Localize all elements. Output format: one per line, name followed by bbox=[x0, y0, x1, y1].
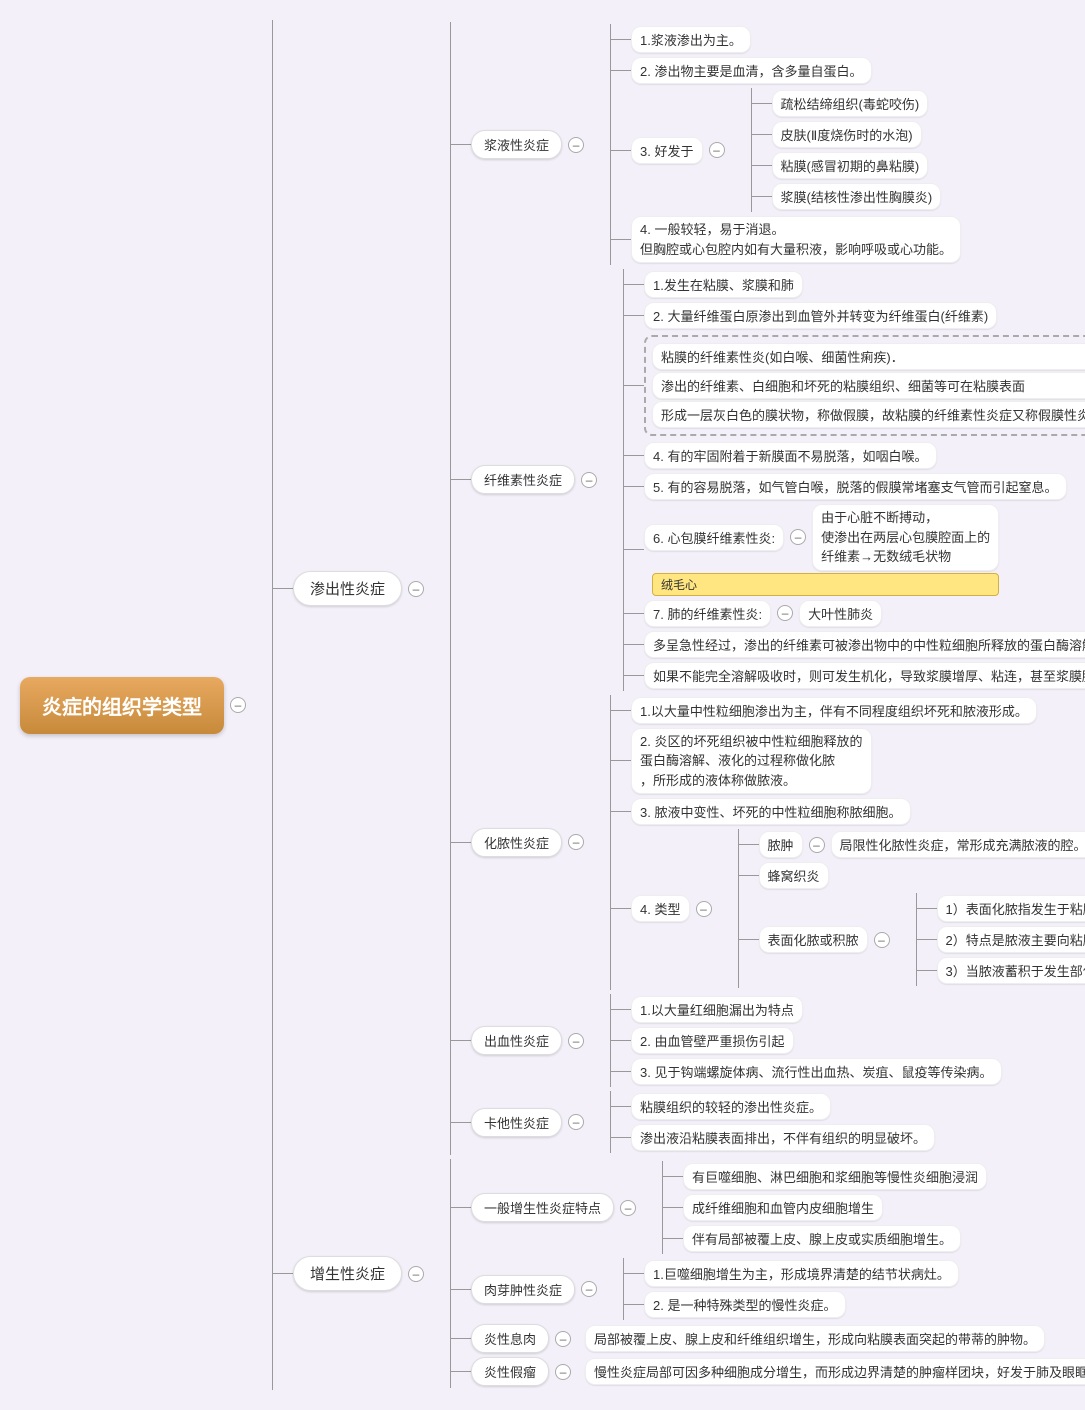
leaf: 局部被覆上皮、腺上皮和纤维组织增生，形成向粘膜表面突起的带蒂的肿物。 bbox=[585, 1325, 1045, 1352]
leaf: 2. 大量纤维蛋白原渗出到血管外并转变为纤维蛋白(纤维素) bbox=[644, 302, 997, 329]
node-polyp[interactable]: 炎性息肉 bbox=[471, 1324, 549, 1353]
leaf: 2. 炎区的坏死组织被中性粒细胞释放的 蛋白酶溶解、液化的过程称做化脓 ，所形成… bbox=[631, 728, 871, 795]
leaf: 皮肤(Ⅱ度烧伤时的水泡) bbox=[772, 121, 922, 148]
toggle-icon[interactable]: – bbox=[709, 142, 725, 158]
node-general[interactable]: 一般增生性炎症特点 bbox=[471, 1193, 614, 1222]
leaf: 3. 见于钩端螺旋体病、流行性出血热、炭疽、鼠疫等传染病。 bbox=[631, 1058, 1001, 1085]
toggle-icon[interactable]: – bbox=[568, 834, 584, 850]
node-proliferative[interactable]: 增生性炎症 bbox=[293, 1256, 402, 1291]
branch-catarrhal: 卡他性炎症 – 粘膜组织的较轻的渗出性炎症。 渗出液沿粘膜表面排出，不伴有组织的… bbox=[451, 1089, 1085, 1155]
toggle-icon[interactable]: – bbox=[874, 932, 890, 948]
toggle-icon[interactable]: – bbox=[790, 529, 806, 545]
fibrinous-children: 1.发生在粘膜、浆膜和肺 2. 大量纤维蛋白原渗出到血管外并转变为纤维蛋白(纤维… bbox=[623, 269, 1085, 691]
toggle-icon[interactable]: – bbox=[581, 472, 597, 488]
leaf: 7. 肺的纤维素性炎: bbox=[644, 600, 771, 627]
toggle-icon[interactable]: – bbox=[555, 1331, 571, 1347]
branch-proliferative: 增生性炎症 – 一般增生性炎症特点 – 有巨噬细胞、淋巴细胞和浆细胞等慢性炎细胞… bbox=[273, 1157, 1085, 1390]
leaf: 1）表面化脓指发生于粘膜或浆膜表面的化脓性炎症。 bbox=[937, 895, 1085, 922]
leaf: 5. 有的容易脱落，如气管白喉，脱落的假膜常堵塞支气管而引起窒息。 bbox=[644, 473, 1066, 500]
toggle-icon[interactable]: – bbox=[809, 837, 825, 853]
toggle-icon[interactable]: – bbox=[568, 137, 584, 153]
leaf: 大叶性肺炎 bbox=[799, 600, 882, 627]
highlight-label: 绒毛心 bbox=[652, 573, 999, 596]
leaf: 3）当脓液蓄积于发生部位的腔道或浆膜腔内时，称作积脓 bbox=[937, 957, 1085, 984]
proliferative-children: 一般增生性炎症特点 – 有巨噬细胞、淋巴细胞和浆细胞等慢性炎细胞浸润 成纤维细胞… bbox=[450, 1159, 1085, 1388]
node-serous[interactable]: 浆液性炎症 bbox=[471, 130, 562, 159]
leaf: 形成一层灰白色的膜状物，称做假膜，故粘膜的纤维素性炎症又称假膜性炎。 bbox=[652, 401, 1085, 428]
toggle-icon[interactable]: – bbox=[581, 1281, 597, 1297]
node-catarrhal[interactable]: 卡他性炎症 bbox=[471, 1108, 562, 1137]
leaf: 2）特点是脓液主要向粘膜或浆膜表面渗出。 bbox=[937, 926, 1085, 953]
level1-children: 渗出性炎症 – 浆液性炎症 – 1.浆液渗出为主。 2. 渗出物主要是血清，含多… bbox=[272, 20, 1085, 1390]
leaf: 有巨噬细胞、淋巴细胞和浆细胞等慢性炎细胞浸润 bbox=[683, 1163, 987, 1190]
exudative-children: 浆液性炎症 – 1.浆液渗出为主。 2. 渗出物主要是血清，含多量自蛋白。 3.… bbox=[450, 22, 1085, 1155]
leaf: 1.巨噬细胞增生为主，形成境界清楚的结节状病灶。 bbox=[644, 1260, 959, 1287]
leaf: 1.以大量红细胞漏出为特点 bbox=[631, 996, 803, 1023]
leaf: 粘膜的纤维素性炎(如白喉、细菌性痢疾)． bbox=[652, 343, 1085, 370]
leaf: 表面化脓或积脓 bbox=[759, 926, 868, 953]
branch-exudative: 渗出性炎症 – 浆液性炎症 – 1.浆液渗出为主。 2. 渗出物主要是血清，含多… bbox=[273, 20, 1085, 1157]
toggle-icon[interactable]: – bbox=[408, 581, 424, 597]
leaf: 4. 类型 bbox=[631, 895, 689, 922]
leaf: 粘膜(感冒初期的鼻粘膜) bbox=[772, 152, 929, 179]
leaf: 伴有局部被覆上皮、腺上皮或实质细胞增生。 bbox=[683, 1225, 961, 1252]
leaf: 疏松结缔组织(毒蛇咬伤) bbox=[772, 90, 929, 117]
root-node[interactable]: 炎症的组织学类型 bbox=[20, 677, 224, 734]
leaf: 4. 有的牢固附着于新膜面不易脱落，如咽白喉。 bbox=[644, 442, 936, 469]
mindmap-root-container: 炎症的组织学类型 – 渗出性炎症 – 浆液性炎症 – 1.浆液渗出为主。 2. … bbox=[20, 20, 1065, 1390]
node-granuloma[interactable]: 肉芽肿性炎症 bbox=[471, 1275, 575, 1304]
toggle-icon[interactable]: – bbox=[620, 1200, 636, 1216]
highlight-box: 粘膜的纤维素性炎(如白喉、细菌性痢疾)． 渗出的纤维素、白细胞和坏死的粘膜组织、… bbox=[644, 335, 1085, 436]
leaf: 浆膜(结核性渗出性胸膜炎) bbox=[772, 183, 942, 210]
leaf: 1.浆液渗出为主。 bbox=[631, 26, 751, 53]
leaf: 1.发生在粘膜、浆膜和肺 bbox=[644, 271, 803, 298]
purulent-children: 1.以大量中性粒细胞渗出为主，伴有不同程度组织坏死和脓液形成。 2. 炎区的坏死… bbox=[610, 695, 1085, 991]
leaf: 3. 脓液中变性、坏死的中性粒细胞称脓细胞。 bbox=[631, 798, 910, 825]
toggle-icon[interactable]: – bbox=[230, 697, 246, 713]
leaf: 粘膜组织的较轻的渗出性炎症。 bbox=[631, 1093, 831, 1120]
leaf: 4. 一般较轻，易于消退。 但胸腔或心包腔内如有大量积液，影响呼吸或心功能。 bbox=[631, 216, 961, 263]
leaf: 蜂窝织炎 bbox=[759, 862, 829, 889]
node-hemorrhagic[interactable]: 出血性炎症 bbox=[471, 1026, 562, 1055]
leaf: 脓肿 bbox=[759, 831, 803, 858]
leaf: 2. 由血管壁严重损伤引起 bbox=[631, 1027, 793, 1054]
toggle-icon[interactable]: – bbox=[555, 1364, 571, 1380]
branch-fibrinous: 纤维素性炎症 – 1.发生在粘膜、浆膜和肺 2. 大量纤维蛋白原渗出到血管外并转… bbox=[451, 267, 1085, 693]
leaf: 慢性炎症局部可因多种细胞成分增生，而形成边界清楚的肿瘤样团块，好发于肺及眼眶。 bbox=[585, 1358, 1085, 1385]
toggle-icon[interactable]: – bbox=[777, 605, 793, 621]
leaf: 由于心脏不断搏动， 使渗出在两层心包膜腔面上的 纤维素→无数绒毛状物 bbox=[812, 504, 999, 571]
branch-hemorrhagic: 出血性炎症 – 1.以大量红细胞漏出为特点 2. 由血管壁严重损伤引起 3. 见… bbox=[451, 992, 1085, 1089]
node-exudative[interactable]: 渗出性炎症 bbox=[293, 571, 402, 606]
leaf: 渗出的纤维素、白细胞和坏死的粘膜组织、细菌等可在粘膜表面 bbox=[652, 372, 1085, 399]
node-fibrinous[interactable]: 纤维素性炎症 bbox=[471, 465, 575, 494]
toggle-icon[interactable]: – bbox=[568, 1114, 584, 1130]
leaf: 6. 心包膜纤维素性炎: bbox=[644, 524, 784, 551]
leaf: 1.以大量中性粒细胞渗出为主，伴有不同程度组织坏死和脓液形成。 bbox=[631, 697, 1037, 724]
toggle-icon[interactable]: – bbox=[568, 1033, 584, 1049]
branch-purulent: 化脓性炎症 – 1.以大量中性粒细胞渗出为主，伴有不同程度组织坏死和脓液形成。 … bbox=[451, 693, 1085, 993]
leaf: 局限性化脓性炎症，常形成充满脓液的腔。 bbox=[831, 831, 1085, 858]
leaf: 多呈急性经过，渗出的纤维素可被渗出物中的中性粒细胞所释放的蛋白酶溶解吸收。 bbox=[644, 631, 1085, 658]
leaf: 3. 好发于 bbox=[631, 137, 702, 164]
leaf: 2. 渗出物主要是血清，含多量自蛋白。 bbox=[631, 57, 871, 84]
node-pseudo[interactable]: 炎性假瘤 bbox=[471, 1357, 549, 1386]
branch-serous: 浆液性炎症 – 1.浆液渗出为主。 2. 渗出物主要是血清，含多量自蛋白。 3.… bbox=[451, 22, 1085, 267]
leaf: 如果不能完全溶解吸收时，则可发生机化，导致浆膜增厚、粘连，甚至浆膜腔闭塞。 bbox=[644, 662, 1085, 689]
leaf: 2. 是一种特殊类型的慢性炎症。 bbox=[644, 1291, 845, 1318]
serous-children: 1.浆液渗出为主。 2. 渗出物主要是血清，含多量自蛋白。 3. 好发于 – 疏… bbox=[610, 24, 961, 265]
leaf: 渗出液沿粘膜表面排出，不伴有组织的明显破坏。 bbox=[631, 1124, 935, 1151]
node-purulent[interactable]: 化脓性炎症 bbox=[471, 828, 562, 857]
toggle-icon[interactable]: – bbox=[696, 901, 712, 917]
toggle-icon[interactable]: – bbox=[408, 1266, 424, 1282]
leaf: 成纤维细胞和血管内皮细胞增生 bbox=[683, 1194, 883, 1221]
